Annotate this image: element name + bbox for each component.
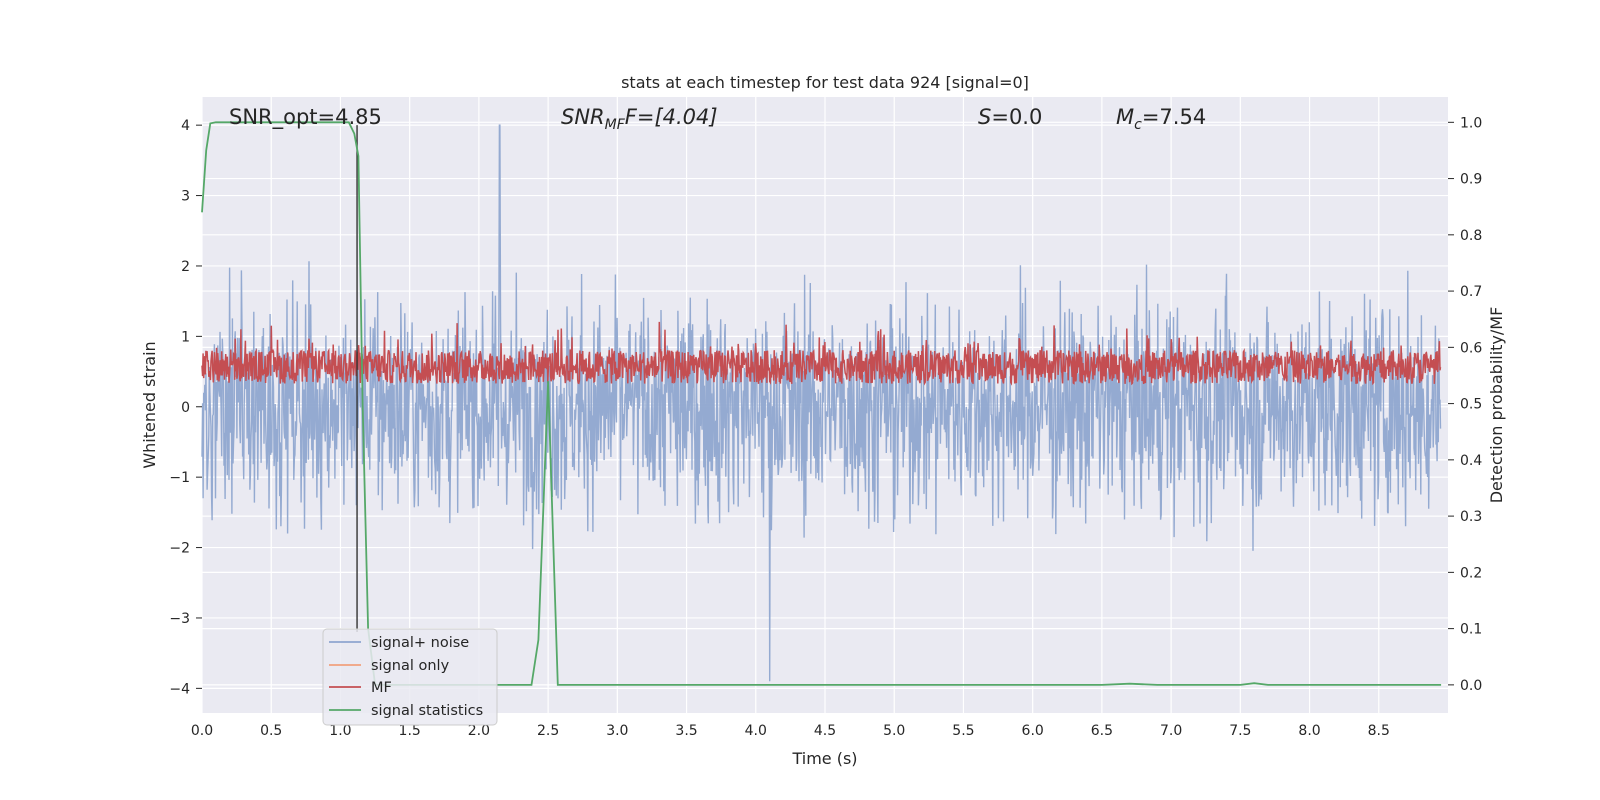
annotation-mc: Mc=7.54 bbox=[1116, 105, 1206, 133]
y-axis-left-label: Whitened strain bbox=[140, 341, 159, 468]
y-tick-label-right: 0.0 bbox=[1460, 678, 1482, 694]
y-tick-label-right: 0.4 bbox=[1460, 453, 1482, 469]
x-tick-label: 7.5 bbox=[1229, 723, 1251, 739]
series-signal-noise bbox=[201, 124, 1442, 682]
x-tick-label: 6.5 bbox=[1091, 723, 1113, 739]
x-tick-label: 4.0 bbox=[745, 723, 767, 739]
annotation-mc-main: M bbox=[1116, 105, 1134, 129]
annotation-mc-rest: =7.54 bbox=[1142, 105, 1206, 129]
y-axis-right-ticks: 1.0 0.9 0.8 0.7 0.6 0.5 0.4 0.3 0.2 0.1 0.0 bbox=[1448, 115, 1482, 694]
y-tick-label-left: −1 bbox=[169, 470, 190, 486]
annotation-s-rest: =0.0 bbox=[991, 105, 1042, 129]
legend-label-signal-noise: signal+ noise bbox=[371, 635, 469, 651]
y-tick-label-right: 0.1 bbox=[1460, 622, 1482, 638]
x-tick-label: 8.5 bbox=[1368, 723, 1390, 739]
y-tick-label-right: 0.6 bbox=[1460, 340, 1482, 356]
annotation-mc-sub: c bbox=[1134, 117, 1142, 133]
x-axis-ticks: 0.0 0.5 1.0 1.5 2.0 2.5 3.0 3.5 4.0 4.5 5.0 5.5 6.0 6… bbox=[191, 723, 1390, 739]
legend: signal+ noise signal only MF signal stat… bbox=[322, 628, 498, 726]
y-tick-label-right: 0.9 bbox=[1460, 172, 1482, 188]
annotation-s-main: S bbox=[978, 105, 991, 129]
x-tick-label: 2.0 bbox=[468, 723, 490, 739]
x-tick-label: 5.5 bbox=[952, 723, 974, 739]
x-tick-label: 5.0 bbox=[883, 723, 905, 739]
x-tick-label: 8.0 bbox=[1298, 723, 1320, 739]
y-tick-label-left: 1 bbox=[181, 329, 190, 345]
x-tick-label: 0.0 bbox=[191, 723, 213, 739]
y-tick-label-left: −3 bbox=[169, 611, 190, 627]
mf-line bbox=[201, 321, 1442, 386]
y-tick-label-right: 0.8 bbox=[1460, 228, 1482, 244]
x-tick-label: 3.5 bbox=[675, 723, 697, 739]
x-tick-label: 4.5 bbox=[814, 723, 836, 739]
y-tick-label-right: 1.0 bbox=[1460, 115, 1482, 131]
y-tick-label-left: 4 bbox=[181, 118, 190, 134]
y-tick-label-right: 0.5 bbox=[1460, 397, 1482, 413]
series-signal-statistics bbox=[201, 121, 1442, 686]
legend-box bbox=[322, 628, 498, 726]
annotation-snr-mf-rest: F=[4.04] bbox=[625, 105, 718, 129]
y-tick-label-left: −2 bbox=[169, 541, 190, 557]
x-tick-label: 0.5 bbox=[260, 723, 282, 739]
signal-statistics-line bbox=[201, 121, 1442, 686]
annotation-snr-opt: SNR_opt=4.85 bbox=[229, 105, 382, 130]
x-tick-label: 6.0 bbox=[1022, 723, 1044, 739]
y-tick-label-right: 0.3 bbox=[1460, 509, 1482, 525]
legend-label-signal-statistics: signal statistics bbox=[371, 703, 483, 719]
y-tick-label-right: 0.7 bbox=[1460, 284, 1482, 300]
x-axis-label: Time (s) bbox=[791, 749, 857, 768]
y-tick-label-right: 0.2 bbox=[1460, 565, 1482, 581]
annotation-snr-mf-sub: MF bbox=[605, 117, 626, 133]
chart-title: stats at each timestep for test data 924… bbox=[621, 73, 1029, 92]
y-axis-left-ticks: 4 3 2 1 0 −1 −2 −3 −4 bbox=[169, 118, 202, 697]
x-tick-label: 1.5 bbox=[399, 723, 421, 739]
y-tick-label-left: 2 bbox=[181, 259, 190, 275]
signal-noise-line bbox=[201, 124, 1442, 682]
series-mf bbox=[201, 321, 1442, 386]
y-tick-label-left: −4 bbox=[169, 681, 190, 697]
x-tick-label: 2.5 bbox=[537, 723, 559, 739]
y-axis-right-label: Detection probability/MF bbox=[1487, 307, 1506, 504]
x-tick-label: 3.0 bbox=[606, 723, 628, 739]
x-tick-label: 7.0 bbox=[1160, 723, 1182, 739]
annotation-s: S=0.0 bbox=[978, 105, 1042, 129]
y-tick-label-left: 3 bbox=[181, 189, 190, 205]
x-tick-label: 1.0 bbox=[329, 723, 351, 739]
annotation-snr-mf: SNRMFF=[4.04] bbox=[561, 105, 718, 133]
annotation-snr-mf-main: SNR bbox=[561, 105, 605, 129]
legend-label-mf: MF bbox=[371, 680, 392, 696]
legend-label-signal-only: signal only bbox=[371, 658, 450, 674]
y-tick-label-left: 0 bbox=[181, 400, 190, 416]
